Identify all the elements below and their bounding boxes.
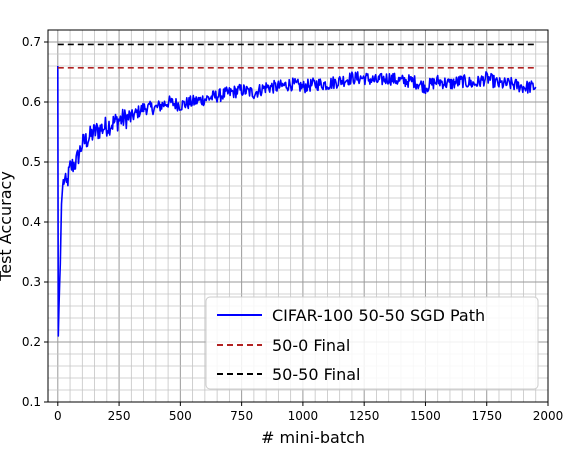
x-tick-label: 1000: [288, 409, 319, 423]
y-tick-label: 0.5: [22, 155, 41, 169]
legend: CIFAR-100 50-50 SGD Path 50-0 Final 50-5…: [205, 296, 539, 390]
legend-label-50-0-final: 50-0 Final: [272, 336, 350, 355]
y-tick-label: 0.2: [22, 335, 41, 349]
plot-frame: [47, 29, 549, 403]
y-tick-label: 0.4: [22, 215, 41, 229]
y-tick-label: 0.1: [22, 395, 41, 409]
y-tick-label: 0.6: [22, 95, 41, 109]
y-axis-label: Test Accuracy: [0, 171, 15, 282]
x-tick-label: 0: [54, 409, 62, 423]
legend-label-50-50-final: 50-50 Final: [272, 365, 360, 384]
x-tick-label: 1250: [349, 409, 380, 423]
x-axis-label: # mini-batch: [261, 428, 365, 447]
x-tick-label: 1750: [471, 409, 502, 423]
x-tick-label: 500: [169, 409, 192, 423]
x-tick-label: 250: [108, 409, 131, 423]
y-tick-label: 0.3: [22, 275, 41, 289]
series-line-0: [57, 65, 537, 337]
x-tick-label: 2000: [533, 409, 564, 423]
legend-box: [205, 296, 539, 390]
x-tick-label: 750: [230, 409, 253, 423]
axis-ticks: 0 250 500 750 1000 1250 1500 1750 2000 0.1 0.2 0.3 0…: [22, 35, 563, 423]
y-tick-label: 0.7: [22, 35, 41, 49]
x-tick-label: 1500: [410, 409, 441, 423]
legend-label-sgd-path: CIFAR-100 50-50 SGD Path: [272, 306, 485, 325]
series-layer: [57, 43, 537, 337]
